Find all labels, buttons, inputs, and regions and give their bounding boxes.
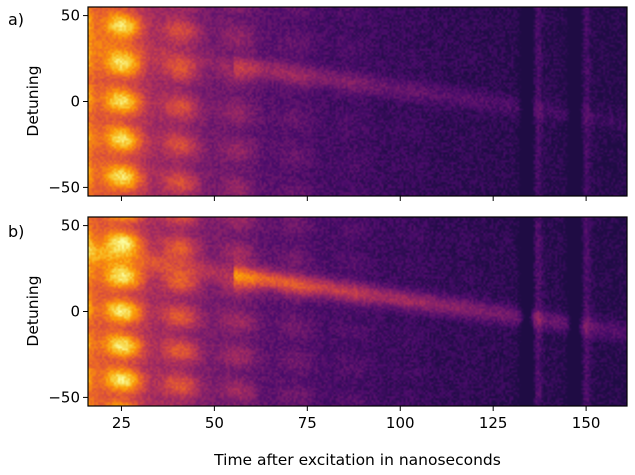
x-axis-title: Time after excitation in nanoseconds — [213, 451, 501, 469]
heatmap-image-b — [88, 217, 627, 406]
ticks-b: 25 50 75 100 125 150 50 0 −50 — [48, 217, 600, 432]
panel-label-a: a) — [8, 10, 24, 29]
y-axis-title-a: Detuning — [24, 65, 42, 136]
x-tick-label: 100 — [386, 414, 415, 432]
panel-a: a) Detuning 50 0 −50 — [8, 6, 628, 201]
panel-label-b: b) — [8, 222, 24, 241]
y-tick-label: −50 — [48, 178, 80, 196]
x-tick-label: 75 — [298, 414, 317, 432]
y-tick-label: −50 — [48, 388, 80, 406]
panel-b: b) Detuning 25 50 75 100 125 150 50 0 −50 — [8, 216, 628, 432]
x-tick-label: 150 — [572, 414, 601, 432]
y-tick-label: 0 — [70, 93, 80, 111]
y-axis-title-b: Detuning — [24, 275, 42, 346]
x-tick-label: 125 — [479, 414, 508, 432]
ticks-a: 50 0 −50 — [48, 7, 587, 201]
heatmap-image-a — [88, 7, 627, 196]
y-tick-label: 50 — [61, 7, 80, 25]
y-tick-label: 0 — [70, 303, 80, 321]
x-tick-label: 50 — [205, 414, 224, 432]
y-tick-label: 50 — [61, 217, 80, 235]
x-tick-label: 25 — [112, 414, 131, 432]
